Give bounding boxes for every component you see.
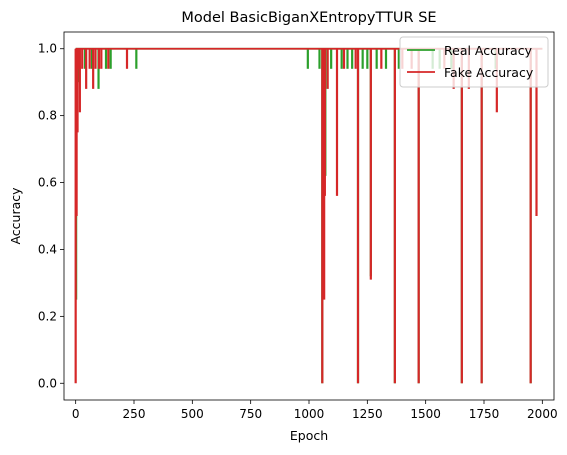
x-tick-label: 500: [181, 407, 204, 421]
x-tick-label: 1000: [294, 407, 325, 421]
x-tick-label: 750: [239, 407, 262, 421]
y-axis: 0.0 0.2 0.4 0.6 0.8 1.0: [38, 42, 64, 390]
legend-label-real-accuracy: Real Accuracy: [444, 43, 533, 58]
x-axis: 0 250 500 750 1000 1250 1500 1750 2000: [72, 400, 558, 421]
y-tick-label: 1.0: [38, 42, 57, 56]
y-tick-label: 0.6: [38, 176, 57, 190]
x-tick-label: 1750: [469, 407, 500, 421]
y-tick-label: 0.2: [38, 309, 57, 323]
y-tick-label: 0.8: [38, 109, 57, 123]
x-tick-label: 0: [72, 407, 80, 421]
y-tick-label: 0.4: [38, 242, 57, 256]
x-tick-label: 2000: [527, 407, 558, 421]
series-fake-accuracy: [74, 47, 543, 384]
x-tick-label: 250: [123, 407, 146, 421]
x-tick-label: 1500: [410, 407, 441, 421]
y-axis-label: Accuracy: [8, 187, 23, 245]
chart-title: Model BasicBiganXEntropyTTUR SE: [181, 10, 436, 26]
x-axis-label: Epoch: [290, 428, 328, 443]
legend: Real Accuracy Fake Accuracy: [399, 36, 549, 88]
legend-label-fake-accuracy: Fake Accuracy: [444, 65, 534, 80]
legend-box: [399, 36, 549, 88]
y-tick-label: 0.0: [38, 376, 57, 390]
plot-area: [63, 31, 555, 401]
x-tick-label: 1250: [352, 407, 383, 421]
